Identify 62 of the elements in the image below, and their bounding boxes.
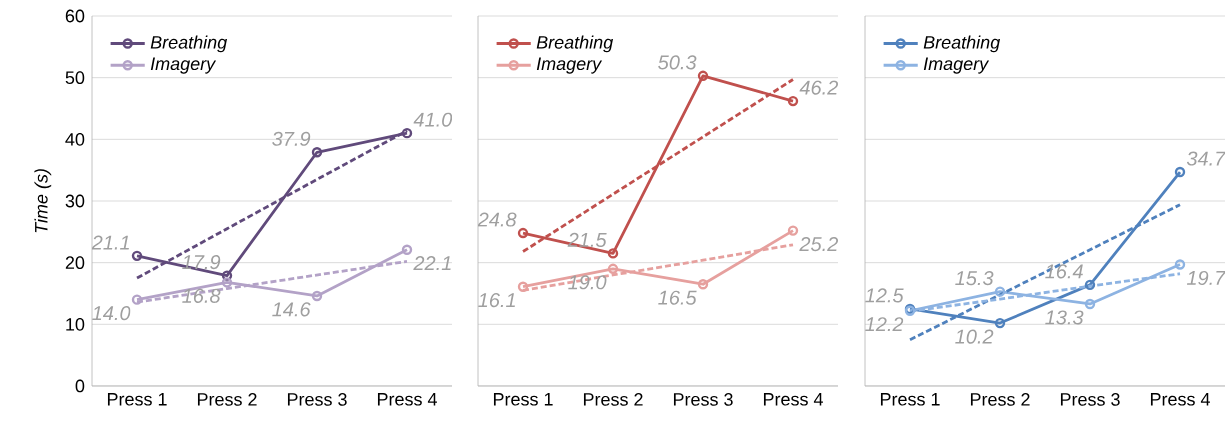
data-label: 46.2 (799, 80, 839, 95)
point (311, 290, 323, 302)
point (607, 263, 619, 275)
data-label: 19.0 (568, 275, 607, 290)
point (697, 70, 709, 82)
data-label: 17.9 (182, 255, 221, 270)
y-tick-label: 50 (65, 71, 85, 85)
data-label: 24.8 (477, 212, 517, 227)
point (607, 248, 619, 259)
data-label: 16.8 (182, 288, 221, 303)
point (221, 277, 233, 288)
legend-label: Breathing (536, 35, 614, 53)
legend-label: Breathing (150, 35, 228, 53)
point (697, 279, 709, 290)
y-tick-label: 20 (65, 256, 85, 270)
x-tick-label: Press 3 (673, 393, 733, 406)
data-label: 12.2 (865, 317, 904, 332)
data-label: 41.0 (413, 112, 453, 127)
data-label: 50.3 (658, 55, 697, 70)
legend-label: Breathing (923, 35, 1001, 53)
y-tick-label: 0 (75, 379, 85, 393)
x-tick-label: Press 1 (493, 393, 553, 406)
point (311, 147, 323, 158)
data-label: 25.2 (799, 237, 839, 252)
point (1084, 279, 1096, 291)
x-tick-label: Press 3 (1060, 393, 1120, 406)
data-label: 13.3 (1045, 310, 1084, 325)
data-label: 19.7 (1186, 270, 1226, 286)
point (994, 286, 1006, 297)
point (1084, 298, 1096, 310)
data-label: 16.5 (658, 290, 697, 305)
data-label: 22.1 (413, 256, 451, 271)
y-axis-title: Time (s) (34, 169, 52, 233)
x-tick-label: Press 2 (197, 393, 257, 406)
y-tick-label: 60 (65, 9, 85, 23)
y-tick-label: 30 (65, 194, 85, 208)
data-label: 14.0 (92, 306, 131, 321)
data-label: 16.1 (478, 293, 515, 308)
legend-label: Imagery (536, 57, 603, 74)
data-label: 21.1 (91, 235, 129, 250)
data-label: 15.3 (955, 271, 994, 286)
data-label: 34.7 (1186, 151, 1226, 166)
x-tick-label: Press 2 (970, 393, 1030, 406)
data-label: 12.5 (865, 288, 904, 303)
x-tick-label: Press 4 (377, 393, 437, 406)
point (221, 270, 233, 281)
data-label: 37.9 (272, 131, 311, 146)
point (994, 317, 1006, 329)
x-tick-label: Press 4 (763, 393, 823, 406)
x-tick-label: Press 4 (1150, 393, 1210, 406)
x-tick-label: Press 1 (880, 393, 940, 406)
x-tick-label: Press 2 (583, 393, 643, 406)
y-tick-label: 40 (65, 132, 85, 146)
x-tick-label: Press 3 (287, 393, 347, 406)
y-tick-label: 10 (66, 317, 85, 331)
data-label: 21.5 (567, 232, 607, 247)
legend-label: Imagery (150, 57, 217, 74)
legend-label: Imagery (923, 57, 990, 74)
data-label: 10.2 (955, 329, 994, 344)
x-tick-label: Press 1 (107, 393, 167, 406)
data-label: 16.4 (1045, 264, 1083, 279)
data-label: 14.6 (272, 302, 311, 317)
